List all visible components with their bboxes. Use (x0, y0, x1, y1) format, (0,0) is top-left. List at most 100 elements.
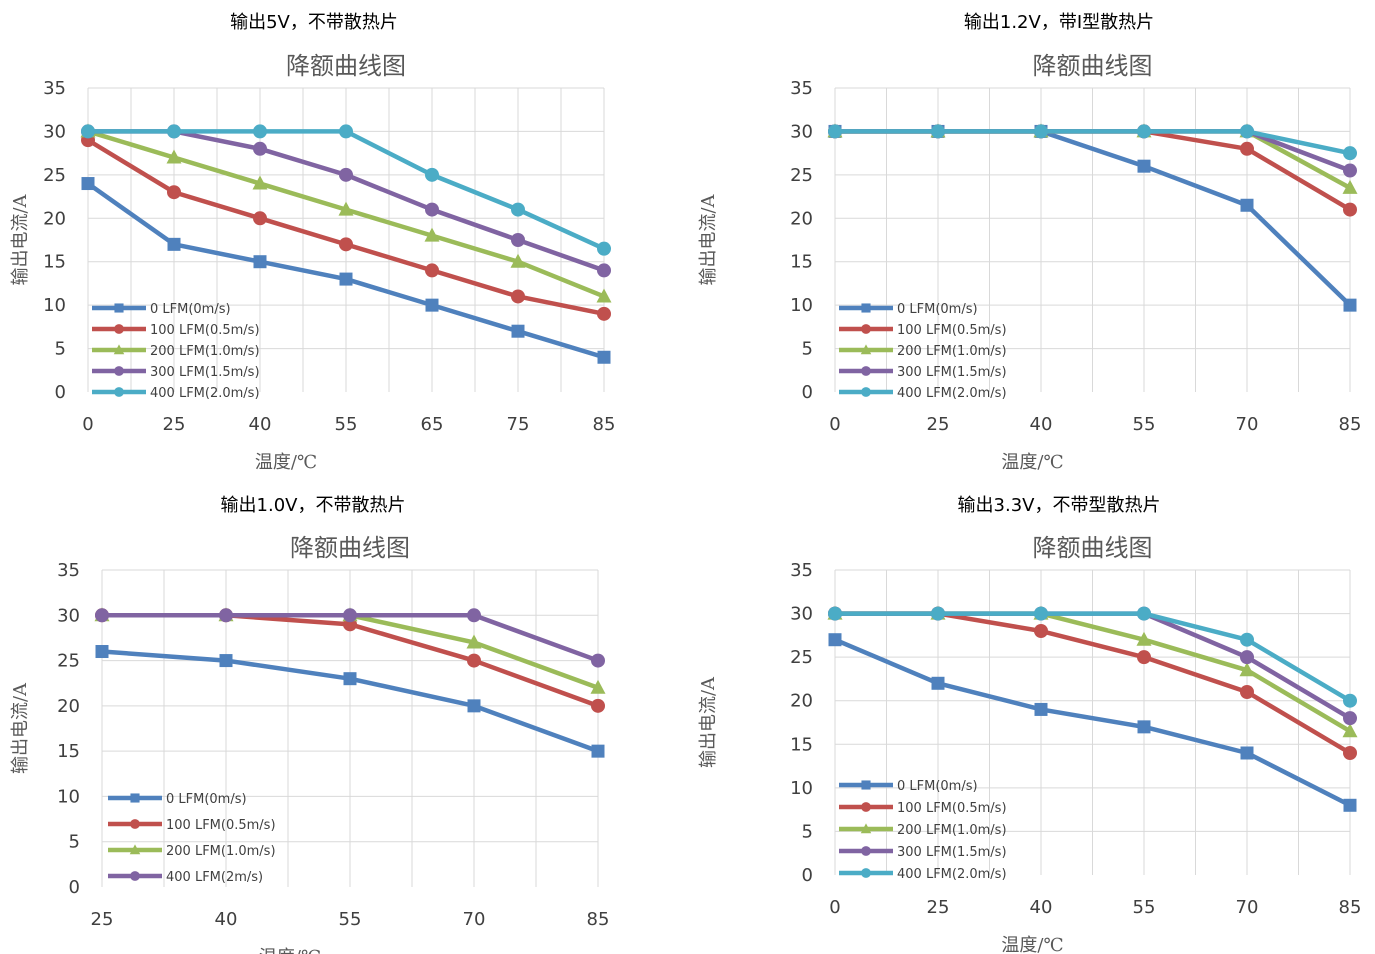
y-axis-label: 输出电流/A (698, 193, 719, 285)
legend-marker (861, 324, 871, 334)
y-tick-label: 25 (790, 647, 813, 668)
data-point (1137, 720, 1151, 734)
legend-item: 100 LFM(0.5m/s) (839, 801, 1007, 816)
x-axis-label: 温度/℃ (1001, 452, 1063, 473)
legend-marker (113, 344, 125, 355)
x-tick-label: 70 (463, 909, 486, 930)
legend: 0 LFM(0m/s) 100 LFM(0.5m/s) 200 LFM(1.0m/s… (108, 792, 276, 885)
data-point (1240, 198, 1254, 212)
y-tick-label: 20 (43, 208, 66, 229)
legend-marker (861, 868, 871, 878)
data-point (1034, 124, 1048, 139)
legend-label: 100 LFM(0.5m/s) (166, 818, 276, 833)
x-tick-label: 70 (1236, 897, 1259, 918)
series-5 (828, 124, 1357, 161)
data-point (1343, 746, 1357, 760)
x-tick-label: 55 (1133, 897, 1156, 918)
data-point (1137, 606, 1151, 621)
y-tick-label: 30 (57, 605, 80, 626)
data-point (931, 606, 945, 621)
data-point (510, 253, 526, 268)
y-tick-label: 5 (802, 339, 813, 360)
x-tick-label: 55 (1133, 414, 1156, 435)
y-tick-label: 10 (57, 786, 80, 807)
series-line (835, 611, 1352, 703)
data-point (597, 263, 611, 278)
data-point (597, 306, 611, 321)
legend-item: 400 LFM(2.0m/s) (839, 867, 1007, 882)
data-point (253, 211, 267, 226)
data-point (81, 177, 95, 191)
legend-marker-shape (861, 802, 871, 812)
data-point (1343, 693, 1357, 708)
data-point (467, 699, 481, 713)
x-tick-label: 85 (593, 414, 616, 435)
y-tick-label: 0 (802, 382, 813, 403)
data-point (931, 676, 945, 690)
legend-label: 0 LFM(0m/s) (150, 302, 231, 317)
data-point (590, 679, 606, 694)
legend-marker (861, 366, 871, 376)
data-point (425, 202, 439, 217)
data-point (253, 124, 267, 139)
legend-item: 0 LFM(0m/s) (92, 302, 231, 317)
y-tick-label: 20 (790, 691, 813, 712)
legend-item: 200 LFM(1.0m/s) (108, 844, 276, 859)
data-point (252, 175, 268, 190)
legend-item: 100 LFM(0.5m/s) (92, 323, 260, 338)
data-point (343, 608, 357, 623)
chart-svg: 降额曲线图 0 5 10 15 20 25 30 35 25 40 55 70 85 温度/℃ 输出电流/A 0… (10, 534, 609, 954)
data-point (95, 608, 109, 623)
x-tick-label: 85 (1339, 897, 1362, 918)
data-point (338, 201, 354, 216)
data-point (1137, 650, 1151, 665)
series-5 (81, 124, 611, 256)
data-point (1240, 650, 1254, 665)
data-point (167, 124, 181, 139)
data-point (591, 744, 605, 758)
legend-item: 400 LFM(2.0m/s) (839, 386, 1007, 401)
legend-marker-shape (114, 303, 124, 313)
data-point (1342, 179, 1358, 194)
legend-marker (130, 793, 140, 803)
legend-label: 300 LFM(1.5m/s) (897, 845, 1007, 860)
legend-label: 200 LFM(1.0m/s) (897, 823, 1007, 838)
y-tick-label: 20 (790, 208, 813, 229)
x-tick-label: 25 (163, 414, 186, 435)
chart-panel-1v0: 输出1.0V，不带散热片 降额曲线图 0 5 10 15 20 25 30 35 25 40 55 70… (0, 477, 688, 954)
chart-svg: 降额曲线图 0 5 10 15 20 25 30 35 0 25 40 55 70 85 温度/℃ 输出电流/A… (698, 52, 1361, 473)
data-point (828, 633, 842, 647)
data-point (1240, 632, 1254, 647)
chart-svg: 降额曲线图 0 5 10 15 20 25 30 35 0 25 40 55 65 75 85 温度/℃ 输出电流… (10, 52, 616, 473)
legend-label: 100 LFM(0.5m/s) (897, 323, 1007, 338)
data-point (1034, 624, 1048, 638)
legend-marker-shape (861, 324, 871, 334)
data-point (339, 167, 353, 182)
chart-panel-5v: 输出5V，不带散热片 降额曲线图 0 5 10 15 20 25 30 35 0 25 40 55 65 7… (0, 0, 688, 477)
data-point (466, 634, 482, 649)
y-tick-label: 10 (43, 295, 66, 316)
legend-marker-shape (860, 823, 872, 834)
data-point (1343, 202, 1357, 217)
y-tick-label: 30 (790, 604, 813, 625)
legend-marker (861, 780, 871, 790)
x-tick-label: 55 (335, 414, 358, 435)
legend-marker-shape (114, 366, 124, 376)
data-point (253, 141, 267, 156)
legend-marker (861, 802, 871, 812)
data-point (253, 255, 267, 269)
x-tick-label: 0 (829, 414, 840, 435)
y-axis-label: 输出电流/A (10, 193, 31, 285)
legend-label: 200 LFM(1.0m/s) (166, 844, 276, 859)
legend-marker-shape (861, 303, 871, 313)
data-point (597, 350, 611, 364)
series-1 (81, 177, 611, 364)
data-point (511, 202, 525, 217)
legend-marker (130, 819, 140, 829)
y-tick-label: 10 (790, 778, 813, 799)
data-point (1137, 159, 1151, 173)
legend-label: 0 LFM(0m/s) (897, 779, 978, 794)
data-point (167, 185, 181, 200)
legend: 0 LFM(0m/s) 100 LFM(0.5m/s) 200 LFM(1.0m/s… (839, 302, 1007, 401)
y-tick-label: 0 (802, 865, 813, 886)
